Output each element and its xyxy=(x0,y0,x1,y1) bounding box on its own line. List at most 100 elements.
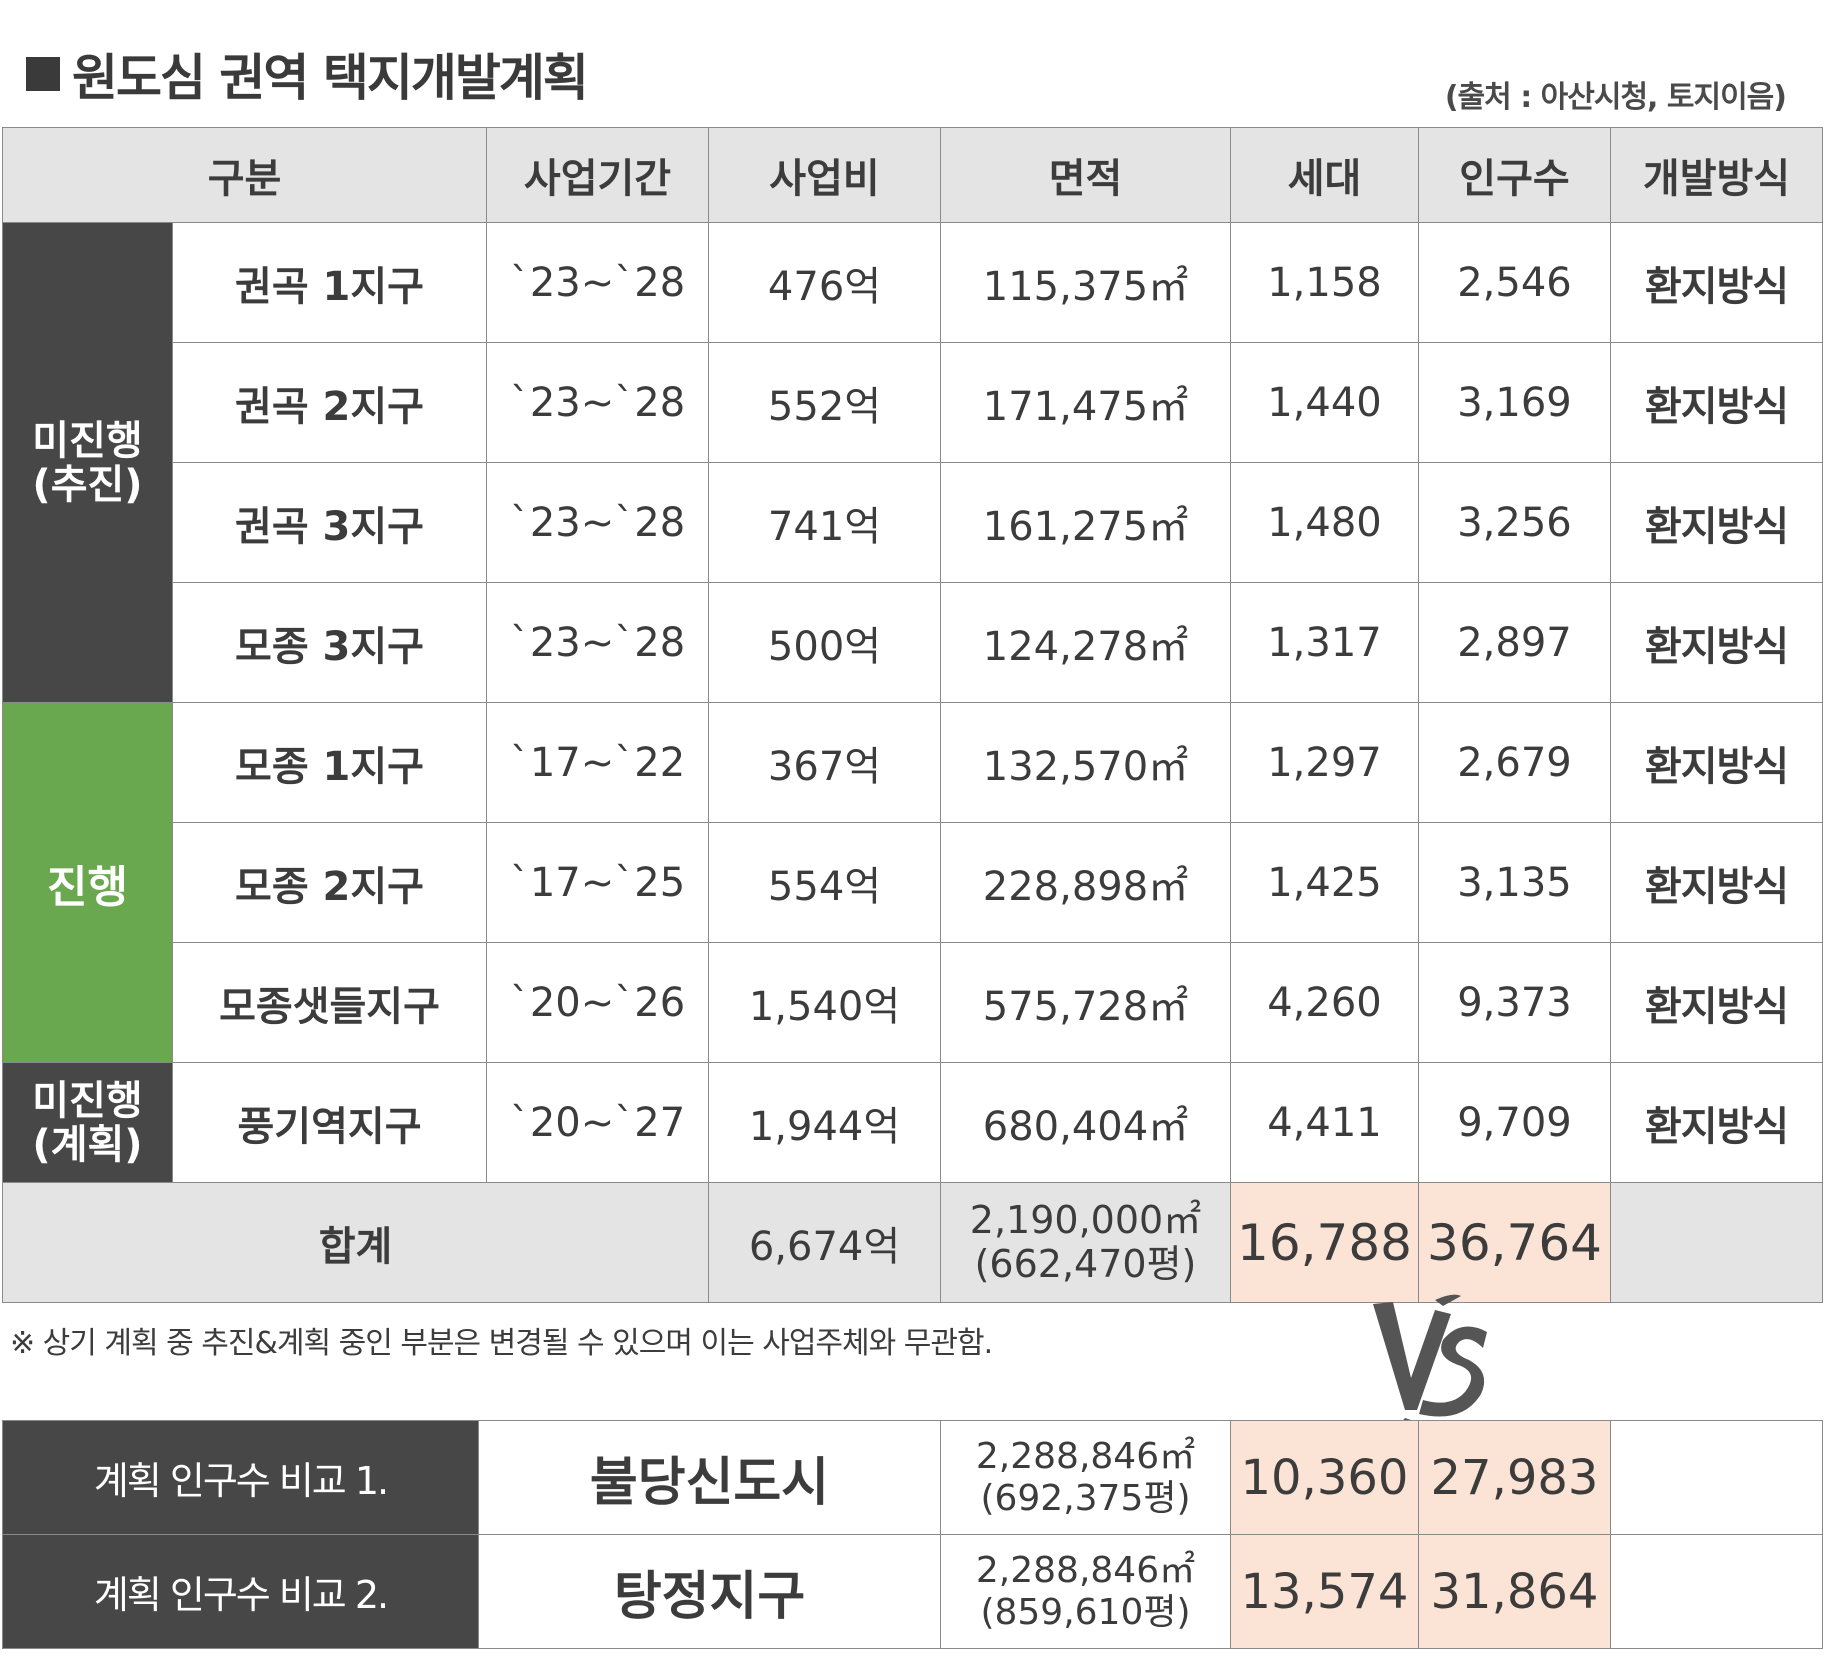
page-title: 원도심 권역 택지개발계획 xyxy=(72,49,589,107)
households-cell: 1,440 xyxy=(1230,342,1419,463)
header-cost: 사업비 xyxy=(708,127,941,223)
header-households: 세대 xyxy=(1230,127,1419,223)
table-row: 미진행 (추진) 권곡 1지구 `23~`28 476억 115,375㎡ 1,… xyxy=(2,222,1823,703)
population-cell: 2,897 xyxy=(1418,582,1611,703)
district-name: 풍기역지구 xyxy=(172,1062,487,1183)
cost-cell: 741억 xyxy=(708,462,941,583)
households-cell: 1,425 xyxy=(1230,822,1419,943)
table-row: 권곡 2지구 `23~`28 552억 171,475㎡ 1,440 3,169… xyxy=(3,342,1823,463)
households-cell: 1,480 xyxy=(1230,462,1419,583)
comparison-empty xyxy=(1610,1534,1823,1649)
group-text: 미진행 (계획) xyxy=(32,1077,143,1168)
comparison-households: 13,574 xyxy=(1230,1534,1419,1649)
comparison-area-pyeong: (692,375평) xyxy=(980,1477,1191,1519)
title-block: 원도심 권역 택지개발계획 xyxy=(26,38,589,110)
header-area: 면적 xyxy=(940,127,1231,223)
total-method-empty xyxy=(1610,1182,1823,1303)
period-cell: `20~`27 xyxy=(486,1062,709,1183)
group-label-not-started-plan: 미진행 (계획) xyxy=(2,1062,173,1183)
area-cell: 171,475㎡ xyxy=(940,342,1231,463)
district-name: 모종 3지구 xyxy=(172,582,487,703)
method-cell: 환지방식 xyxy=(1610,582,1823,703)
comparison-label: 계획 인구수 비교 2. xyxy=(2,1534,479,1649)
population-cell: 9,709 xyxy=(1418,1062,1611,1183)
total-cost: 6,674억 xyxy=(708,1182,941,1303)
cost-cell: 1,540억 xyxy=(708,942,941,1063)
area-cell: 680,404㎡ xyxy=(940,1062,1231,1183)
district-name: 모종 1지구 xyxy=(172,702,487,823)
vs-icon: VS xyxy=(1365,1292,1487,1430)
total-row: 합계 6,674억 2,190,000㎡ (662,470평) 16,788 3… xyxy=(2,1182,1823,1303)
population-cell: 3,256 xyxy=(1418,462,1611,583)
cost-cell: 554억 xyxy=(708,822,941,943)
comparison-area-pyeong: (859,610평) xyxy=(980,1591,1191,1633)
total-area-m2: 2,190,000㎡ xyxy=(969,1197,1202,1242)
table-row: 권곡 3지구 `23~`28 741억 161,275㎡ 1,480 3,256… xyxy=(3,462,1823,583)
households-cell: 4,260 xyxy=(1230,942,1419,1063)
population-cell: 2,546 xyxy=(1418,222,1611,343)
method-cell: 환지방식 xyxy=(1610,822,1823,943)
district-name: 모종샛들지구 xyxy=(172,942,487,1063)
header-category: 구분 xyxy=(2,127,487,223)
method-cell: 환지방식 xyxy=(1610,1062,1823,1183)
households-cell: 1,317 xyxy=(1230,582,1419,703)
population-cell: 2,679 xyxy=(1418,702,1611,823)
area-cell: 228,898㎡ xyxy=(940,822,1231,943)
comparison-label: 계획 인구수 비교 1. xyxy=(2,1420,479,1535)
comparison-row: 계획 인구수 비교 1. 불당신도시 2,288,846㎡ (692,375평)… xyxy=(2,1420,1823,1535)
households-cell: 1,158 xyxy=(1230,222,1419,343)
cost-cell: 552억 xyxy=(708,342,941,463)
table-row: 모종 2지구 `17~`25 554억 228,898㎡ 1,425 3,135… xyxy=(3,822,1823,943)
area-cell: 115,375㎡ xyxy=(940,222,1231,343)
comparison-table: 계획 인구수 비교 1. 불당신도시 2,288,846㎡ (692,375평)… xyxy=(2,1420,1823,1649)
header-population: 인구수 xyxy=(1418,127,1611,223)
period-cell: `20~`26 xyxy=(486,942,709,1063)
households-cell: 1,297 xyxy=(1230,702,1419,823)
total-area-pyeong: (662,470평) xyxy=(974,1241,1197,1286)
group-text: 미진행 (추진) xyxy=(32,417,143,508)
cost-cell: 1,944억 xyxy=(708,1062,941,1183)
district-name: 권곡 2지구 xyxy=(172,342,487,463)
district-name: 권곡 1지구 xyxy=(172,222,487,343)
header-method: 개발방식 xyxy=(1610,127,1823,223)
total-area: 2,190,000㎡ (662,470평) xyxy=(940,1182,1231,1303)
district-name: 권곡 3지구 xyxy=(172,462,487,583)
comparison-empty xyxy=(1610,1420,1823,1535)
comparison-population: 27,983 xyxy=(1418,1420,1611,1535)
comparison-area: 2,288,846㎡ (692,375평) xyxy=(940,1420,1231,1535)
population-cell: 3,169 xyxy=(1418,342,1611,463)
population-cell: 3,135 xyxy=(1418,822,1611,943)
method-cell: 환지방식 xyxy=(1610,702,1823,823)
comparison-area-m2: 2,288,846㎡ xyxy=(975,1436,1196,1478)
cost-cell: 500억 xyxy=(708,582,941,703)
period-cell: `17~`25 xyxy=(486,822,709,943)
period-cell: `23~`28 xyxy=(486,222,709,343)
area-cell: 575,728㎡ xyxy=(940,942,1231,1063)
area-cell: 161,275㎡ xyxy=(940,462,1231,583)
comparison-name: 탕정지구 xyxy=(478,1534,941,1649)
period-cell: `23~`28 xyxy=(486,342,709,463)
cost-cell: 476억 xyxy=(708,222,941,343)
table-row: 모종 3지구 `23~`28 500억 124,278㎡ 1,317 2,897… xyxy=(3,582,1823,703)
comparison-households: 10,360 xyxy=(1230,1420,1419,1535)
group-label-in-progress: 진행 xyxy=(2,702,173,1063)
development-plan-table: 구분 사업기간 사업비 면적 세대 인구수 개발방식 미진행 (추진) 권곡 1… xyxy=(2,127,1823,1303)
district-name: 모종 2지구 xyxy=(172,822,487,943)
vs-text: VS xyxy=(1365,1292,1367,1293)
households-cell: 4,411 xyxy=(1230,1062,1419,1183)
population-cell: 9,373 xyxy=(1418,942,1611,1063)
source-note: (출처 : 아산시청, 토지이음) xyxy=(1444,80,1787,115)
period-cell: `17~`22 xyxy=(486,702,709,823)
method-cell: 환지방식 xyxy=(1610,342,1823,463)
header-period: 사업기간 xyxy=(486,127,709,223)
period-cell: `23~`28 xyxy=(486,462,709,583)
comparison-name: 불당신도시 xyxy=(478,1420,941,1535)
method-cell: 환지방식 xyxy=(1610,462,1823,583)
comparison-row: 계획 인구수 비교 2. 탕정지구 2,288,846㎡ (859,610평) … xyxy=(2,1534,1823,1649)
method-cell: 환지방식 xyxy=(1610,222,1823,343)
table-row: 미진행 (계획) 풍기역지구 `20~`27 1,944억 680,404㎡ 4… xyxy=(2,1062,1823,1183)
cost-cell: 367억 xyxy=(708,702,941,823)
comparison-area: 2,288,846㎡ (859,610평) xyxy=(940,1534,1231,1649)
total-population: 36,764 xyxy=(1418,1182,1611,1303)
period-cell: `23~`28 xyxy=(486,582,709,703)
